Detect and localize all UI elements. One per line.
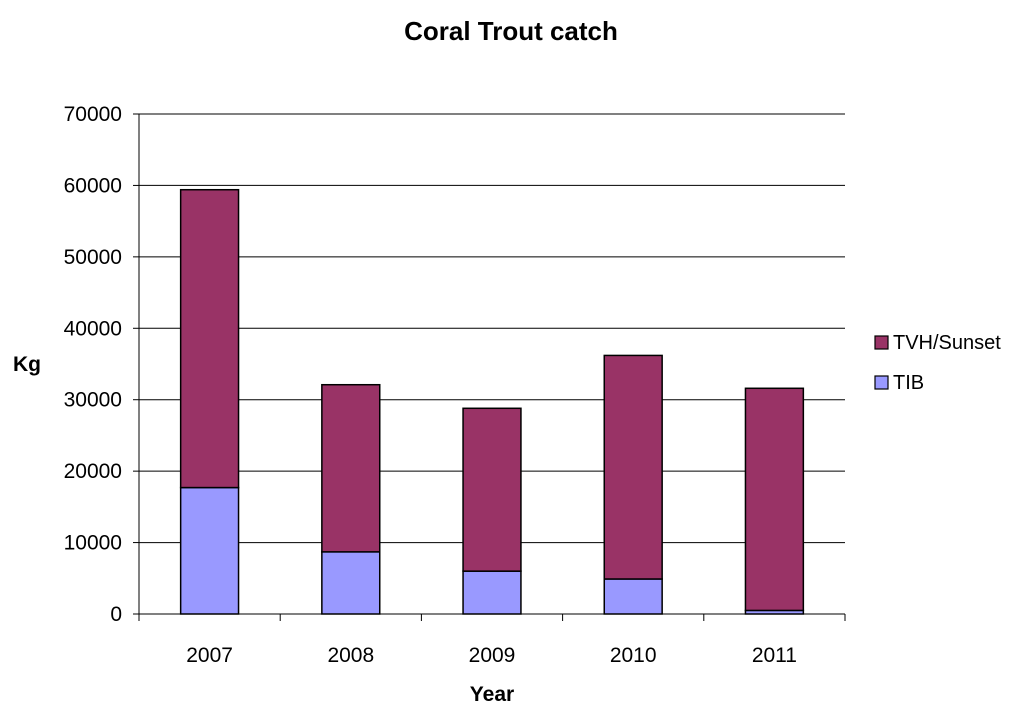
bar-tib-2008 xyxy=(321,551,381,615)
y-tick-label: 0 xyxy=(110,603,122,626)
y-tick-label: 50000 xyxy=(64,246,122,269)
bar-tvh-sunset-2008 xyxy=(321,383,381,553)
chart-title: Coral Trout catch xyxy=(404,16,618,46)
x-tick-label: 2010 xyxy=(610,644,657,667)
x-tick-label: 2011 xyxy=(752,644,797,667)
x-axis-title: Year xyxy=(470,683,514,706)
bar-tvh-sunset-2007 xyxy=(179,188,240,489)
x-tick-label: 2008 xyxy=(327,644,374,667)
bar-tib-2009 xyxy=(462,570,522,615)
x-tick-label: 2007 xyxy=(186,644,233,667)
y-tick-label: 60000 xyxy=(64,174,122,197)
y-tick-label: 70000 xyxy=(64,103,122,126)
bar-tib-2007 xyxy=(179,486,240,615)
y-tick-label: 10000 xyxy=(64,532,122,555)
legend: TVH/Sunset TIB xyxy=(874,332,1001,394)
legend-swatch xyxy=(874,335,889,350)
legend-label: TIB xyxy=(893,372,924,394)
axes xyxy=(133,113,846,621)
grid-lines xyxy=(139,113,845,544)
y-tick-label: 40000 xyxy=(64,317,122,340)
bars xyxy=(179,188,805,615)
bar-tib-2010 xyxy=(603,578,663,615)
y-axis-title: Kg xyxy=(13,353,41,376)
tick-labels: 0 10000 20000 30000 40000 50000 60000 70000 2007… xyxy=(64,103,797,667)
bar-tvh-sunset-2011 xyxy=(744,387,805,612)
legend-swatch xyxy=(874,375,889,390)
y-tick-label: 30000 xyxy=(64,389,122,412)
bar-tvh-sunset-2009 xyxy=(462,407,522,572)
y-tick-label: 20000 xyxy=(64,460,122,483)
legend-label: TVH/Sunset xyxy=(893,332,1001,354)
bar-tvh-sunset-2010 xyxy=(603,354,663,580)
x-tick-label: 2009 xyxy=(469,644,516,667)
